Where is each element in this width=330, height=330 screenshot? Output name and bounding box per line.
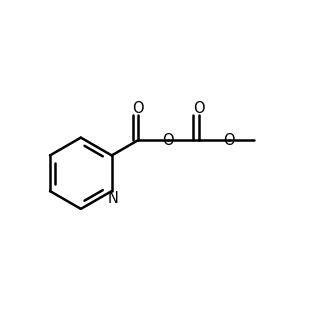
Text: O: O (163, 133, 174, 148)
Text: O: O (193, 101, 205, 116)
Text: O: O (132, 101, 144, 116)
Text: O: O (223, 133, 235, 148)
Text: N: N (108, 191, 119, 206)
